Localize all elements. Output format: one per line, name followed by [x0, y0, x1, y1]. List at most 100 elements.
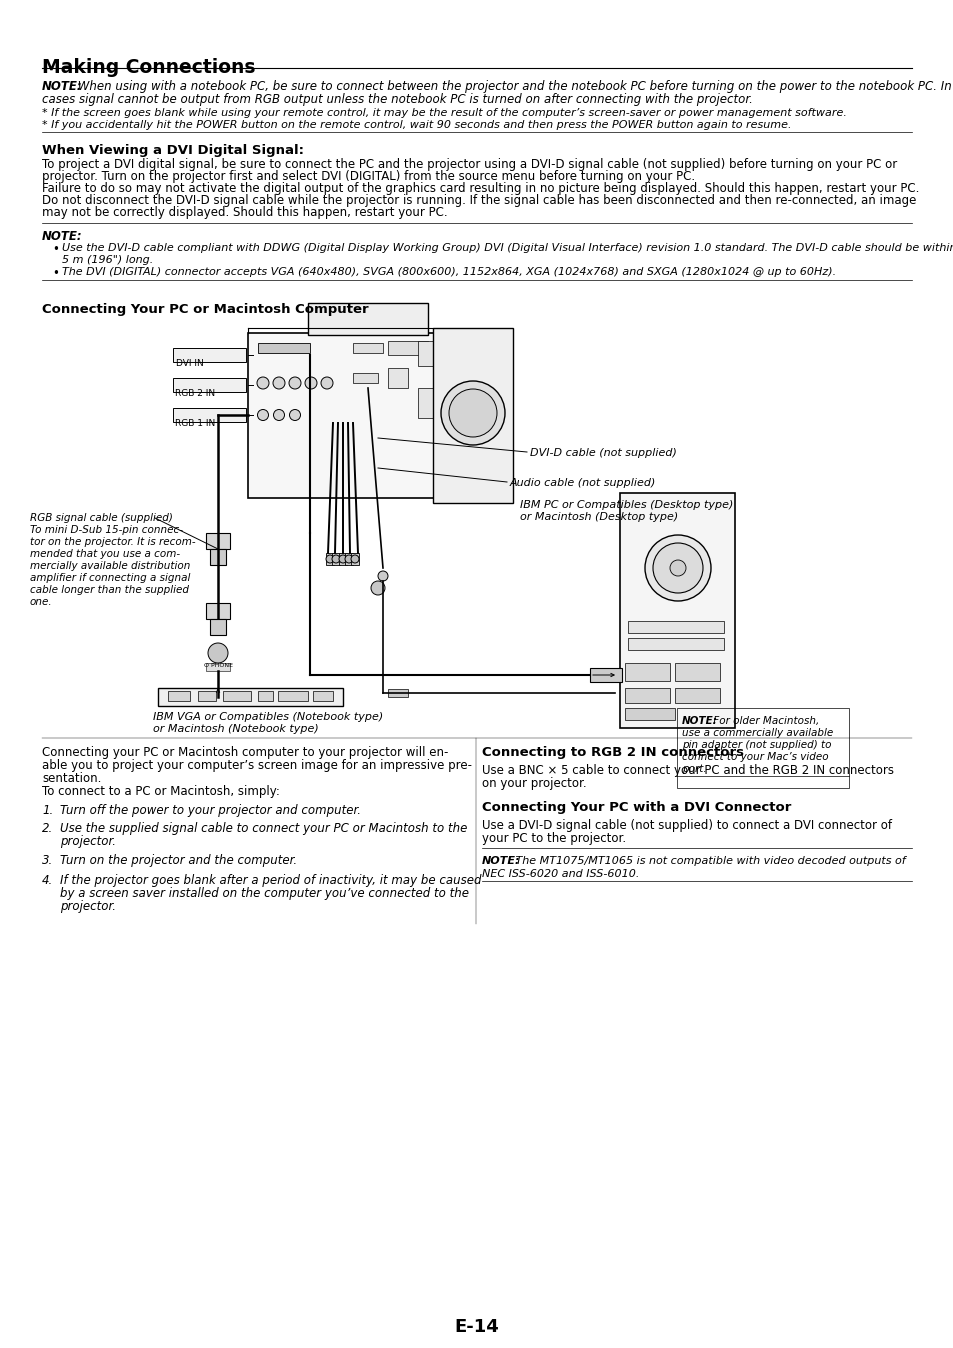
Text: 4.: 4. — [42, 874, 53, 887]
Text: RGB signal cable (supplied): RGB signal cable (supplied) — [30, 514, 172, 523]
Text: NOTE:: NOTE: — [681, 716, 717, 727]
Bar — [210, 619, 226, 635]
Text: tor on the projector. It is recom-: tor on the projector. It is recom- — [30, 537, 195, 547]
Text: Audio cable (not supplied): Audio cable (not supplied) — [510, 479, 656, 488]
Circle shape — [256, 377, 269, 390]
Bar — [624, 708, 675, 720]
Text: Connecting Your PC or Macintosh Computer: Connecting Your PC or Macintosh Computer — [42, 303, 368, 315]
Text: able you to project your computer’s screen image for an impressive pre-: able you to project your computer’s scre… — [42, 759, 472, 772]
Circle shape — [289, 377, 301, 390]
Bar — [172, 408, 246, 422]
Bar — [442, 341, 468, 367]
Circle shape — [652, 543, 702, 593]
Bar — [677, 708, 848, 789]
Text: one.: one. — [30, 597, 52, 607]
Text: To project a DVI digital signal, be sure to connect the PC and the projector usi: To project a DVI digital signal, be sure… — [42, 158, 897, 171]
Text: amplifier if connecting a signal: amplifier if connecting a signal — [30, 573, 191, 582]
Text: mended that you use a com-: mended that you use a com- — [30, 549, 180, 559]
Circle shape — [440, 381, 504, 445]
Bar — [351, 553, 358, 565]
Circle shape — [644, 535, 710, 601]
Bar — [627, 621, 723, 634]
Bar — [442, 388, 468, 418]
Circle shape — [208, 643, 228, 663]
Text: NOTE:: NOTE: — [481, 856, 520, 865]
Text: Use the supplied signal cable to connect your PC or Macintosh to the: Use the supplied signal cable to connect… — [60, 822, 467, 834]
Bar — [172, 377, 246, 392]
Text: Use the DVI-D cable compliant with DDWG (Digital Display Working Group) DVI (Dig: Use the DVI-D cable compliant with DDWG … — [62, 243, 953, 253]
Text: or Macintosh (Notebook type): or Macintosh (Notebook type) — [152, 724, 318, 735]
Text: 5 m (196") long.: 5 m (196") long. — [62, 255, 153, 266]
Circle shape — [371, 581, 385, 594]
Circle shape — [305, 377, 316, 390]
Text: IBM VGA or Compatibles (Notebook type): IBM VGA or Compatibles (Notebook type) — [152, 712, 383, 723]
Text: The MT1075/MT1065 is not compatible with video decoded outputs of: The MT1075/MT1065 is not compatible with… — [512, 856, 904, 865]
Text: If the projector goes blank after a period of inactivity, it may be caused: If the projector goes blank after a peri… — [60, 874, 481, 887]
Bar — [210, 549, 226, 565]
Circle shape — [274, 410, 284, 421]
Text: 1.: 1. — [42, 803, 53, 817]
Text: RGB 2 IN: RGB 2 IN — [174, 390, 214, 398]
Text: sentation.: sentation. — [42, 772, 101, 785]
Text: NOTE:: NOTE: — [42, 80, 83, 93]
Text: Failure to do so may not activate the digital output of the graphics card result: Failure to do so may not activate the di… — [42, 182, 919, 195]
Bar — [206, 663, 230, 671]
Bar — [168, 692, 190, 701]
Bar — [353, 373, 377, 383]
Text: Connecting your PC or Macintosh computer to your projector will en-: Connecting your PC or Macintosh computer… — [42, 745, 448, 759]
Text: To mini D-Sub 15-pin connec-: To mini D-Sub 15-pin connec- — [30, 524, 183, 535]
Text: * If the screen goes blank while using your remote control, it may be the result: * If the screen goes blank while using y… — [42, 108, 846, 119]
Text: or Macintosh (Desktop type): or Macintosh (Desktop type) — [519, 512, 678, 522]
Bar — [257, 342, 310, 353]
Bar — [158, 687, 343, 706]
Text: E-14: E-14 — [455, 1318, 498, 1336]
Bar — [338, 553, 347, 565]
Circle shape — [351, 555, 358, 563]
Text: mercially available distribution: mercially available distribution — [30, 561, 191, 572]
Text: your PC to the projector.: your PC to the projector. — [481, 832, 625, 845]
Text: Connecting Your PC with a DVI Connector: Connecting Your PC with a DVI Connector — [481, 801, 791, 814]
Bar — [619, 493, 734, 728]
Text: * If you accidentally hit the POWER button on the remote control, wait 90 second: * If you accidentally hit the POWER butt… — [42, 120, 791, 129]
Circle shape — [332, 555, 339, 563]
Text: cases signal cannot be output from RGB output unless the notebook PC is turned o: cases signal cannot be output from RGB o… — [42, 93, 752, 106]
Circle shape — [449, 390, 497, 437]
Text: •: • — [52, 243, 59, 256]
Bar — [388, 341, 428, 355]
Text: connect to your Mac’s video: connect to your Mac’s video — [681, 752, 828, 762]
Text: To connect to a PC or Macintosh, simply:: To connect to a PC or Macintosh, simply: — [42, 785, 279, 798]
Circle shape — [257, 410, 268, 421]
Circle shape — [669, 559, 685, 576]
Text: projector.: projector. — [60, 834, 116, 848]
Bar — [345, 553, 353, 565]
Text: Making Connections: Making Connections — [42, 58, 255, 77]
Text: pin adapter (not supplied) to: pin adapter (not supplied) to — [681, 740, 831, 749]
Bar — [388, 689, 408, 697]
Circle shape — [320, 377, 333, 390]
Text: When Viewing a DVI Digital Signal:: When Viewing a DVI Digital Signal: — [42, 144, 304, 156]
Circle shape — [345, 555, 353, 563]
Bar — [589, 669, 621, 682]
Bar — [277, 692, 308, 701]
Bar — [332, 553, 339, 565]
Text: cable longer than the supplied: cable longer than the supplied — [30, 585, 189, 594]
Text: Turn on the projector and the computer.: Turn on the projector and the computer. — [60, 855, 296, 867]
Bar — [223, 692, 251, 701]
Text: Turn off the power to your projector and computer.: Turn off the power to your projector and… — [60, 803, 360, 817]
Circle shape — [273, 377, 285, 390]
Text: Use a BNC × 5 cable to connect your PC and the RGB 2 IN connectors: Use a BNC × 5 cable to connect your PC a… — [481, 764, 893, 776]
Bar — [388, 368, 408, 388]
Text: 3.: 3. — [42, 855, 53, 867]
Bar — [257, 692, 273, 701]
Bar — [248, 333, 477, 497]
Text: use a commercially available: use a commercially available — [681, 728, 832, 737]
Bar — [308, 303, 428, 336]
Text: by a screen saver installed on the computer you’ve connected to the: by a screen saver installed on the compu… — [60, 887, 469, 900]
Text: The DVI (DIGITAL) connector accepts VGA (640x480), SVGA (800x600), 1152x864, XGA: The DVI (DIGITAL) connector accepts VGA … — [62, 267, 835, 276]
Text: NEC ISS-6020 and ISS-6010.: NEC ISS-6020 and ISS-6010. — [481, 869, 639, 879]
Bar — [198, 692, 215, 701]
Bar — [206, 603, 230, 619]
Bar — [624, 663, 669, 681]
Text: NOTE:: NOTE: — [42, 231, 83, 243]
Text: O PHONE: O PHONE — [204, 663, 233, 669]
